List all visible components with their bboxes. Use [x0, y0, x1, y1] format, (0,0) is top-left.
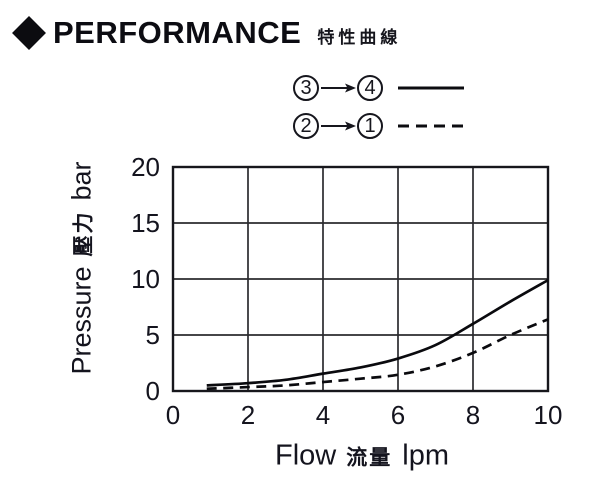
- x-tick-label: 2: [241, 400, 255, 430]
- port-circle-to: 1: [357, 113, 383, 139]
- section-title-cjk: 特性曲線: [317, 27, 402, 47]
- section-title: PERFORMANCE: [53, 15, 302, 50]
- x-axis-label-unit: lpm: [402, 439, 449, 472]
- port-circle-from: 3: [293, 75, 319, 101]
- x-tick-label: 8: [466, 400, 480, 430]
- x-tick-label: 10: [534, 400, 563, 430]
- curve-3-4: [206, 278, 549, 387]
- dashed-line-sample: [398, 124, 464, 128]
- y-axis-label-latin: Pressure: [66, 266, 97, 375]
- chart-legend: 3 4 2 1: [293, 73, 465, 149]
- y-tick-label: 15: [131, 208, 160, 238]
- y-tick-label: 5: [146, 320, 160, 350]
- port-circle-from: 2: [293, 113, 319, 139]
- arrow-right-icon: [321, 121, 356, 131]
- y-axis-label-cjk: 壓力: [72, 210, 96, 257]
- x-tick-label: 0: [166, 400, 180, 430]
- y-tick-label: 10: [131, 264, 160, 294]
- legend-row-solid: 3 4: [293, 73, 465, 103]
- plot-border: [171, 165, 550, 393]
- y-axis-label: Pressure 壓力 bar: [67, 161, 98, 374]
- solid-line-sample: [398, 86, 464, 90]
- y-axis-label-unit: bar: [66, 161, 97, 201]
- y-tick-label: 0: [146, 376, 160, 406]
- port-circle-to: 4: [357, 75, 383, 101]
- x-axis-label-cjk: 流量: [346, 446, 393, 470]
- x-axis-label-latin: Flow: [275, 439, 337, 472]
- legend-row-dashed: 2 1: [293, 111, 465, 141]
- y-tick-label: 20: [131, 152, 160, 182]
- section-header: PERFORMANCE 特性曲線: [12, 14, 401, 52]
- curve-2-1: [206, 318, 549, 391]
- arrow-right-icon: [321, 83, 356, 93]
- x-tick-label: 4: [316, 400, 330, 430]
- x-axis-label: Flow 流量 lpm: [275, 440, 449, 473]
- x-tick-label: 6: [391, 400, 405, 430]
